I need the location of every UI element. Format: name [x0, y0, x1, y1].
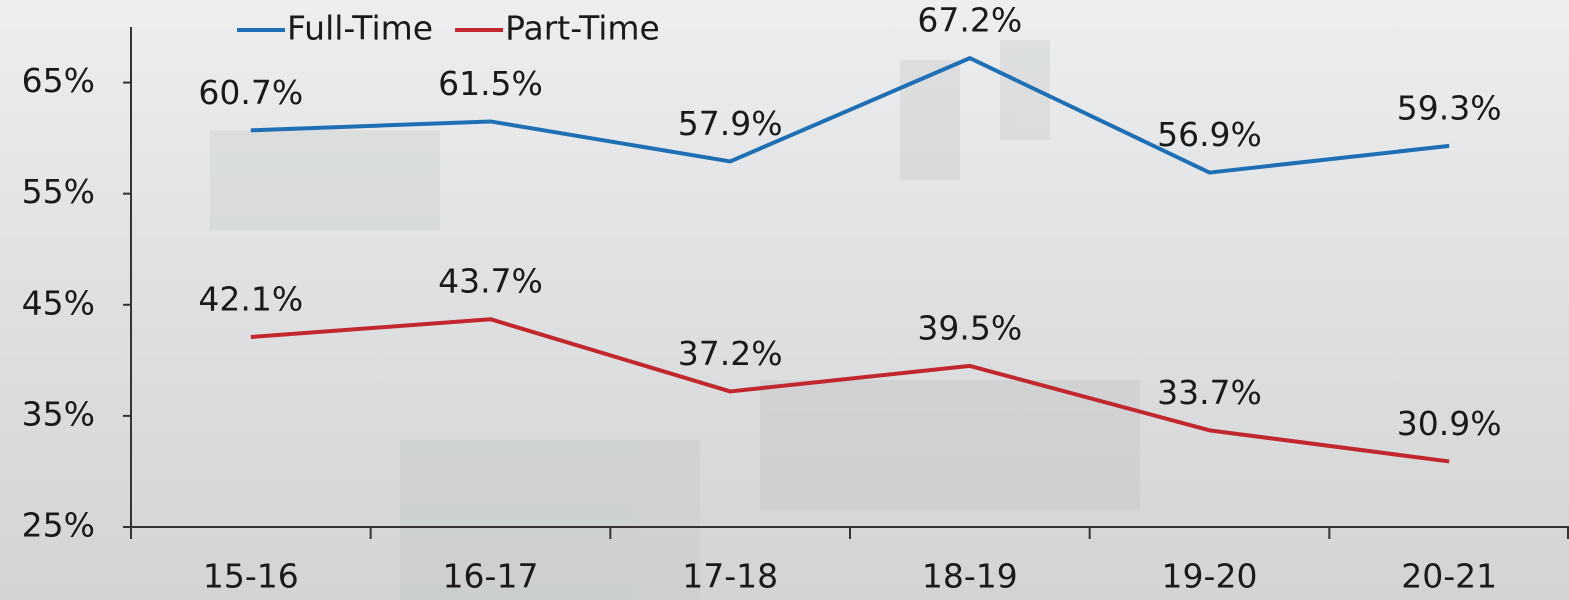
- x-tick-label: 19-20: [1162, 557, 1258, 596]
- y-tick-label: 25%: [22, 506, 95, 545]
- legend-label: Full-Time: [287, 9, 433, 48]
- data-label: 60.7%: [198, 73, 303, 112]
- series-line: [250, 317, 1450, 464]
- data-label: 59.3%: [1397, 88, 1502, 127]
- x-tick-label: 15-16: [203, 557, 299, 596]
- data-label: 43.7%: [438, 262, 543, 301]
- x-tick-label: 18-19: [922, 557, 1018, 596]
- x-tick-label: 17-18: [682, 557, 778, 596]
- legend-label: Part-Time: [505, 9, 660, 48]
- data-label: 42.1%: [198, 280, 303, 319]
- data-label: 33.7%: [1157, 373, 1262, 412]
- data-label: 37.2%: [678, 334, 783, 373]
- y-tick-label: 35%: [22, 394, 95, 433]
- x-tick-label: 16-17: [443, 557, 539, 596]
- data-label: 61.5%: [438, 64, 543, 103]
- data-label: 67.2%: [917, 1, 1022, 40]
- x-tick-label: 20-21: [1401, 557, 1497, 596]
- y-tick-label: 45%: [22, 283, 95, 322]
- data-label: 39.5%: [917, 308, 1022, 347]
- data-label: 57.9%: [678, 104, 783, 143]
- data-label: 30.9%: [1397, 404, 1502, 443]
- y-tick-label: 65%: [22, 61, 95, 100]
- series-line: [250, 56, 1450, 175]
- backdrop-buildings: [210, 40, 1140, 600]
- y-tick-label: 55%: [22, 172, 95, 211]
- data-label: 56.9%: [1157, 115, 1262, 154]
